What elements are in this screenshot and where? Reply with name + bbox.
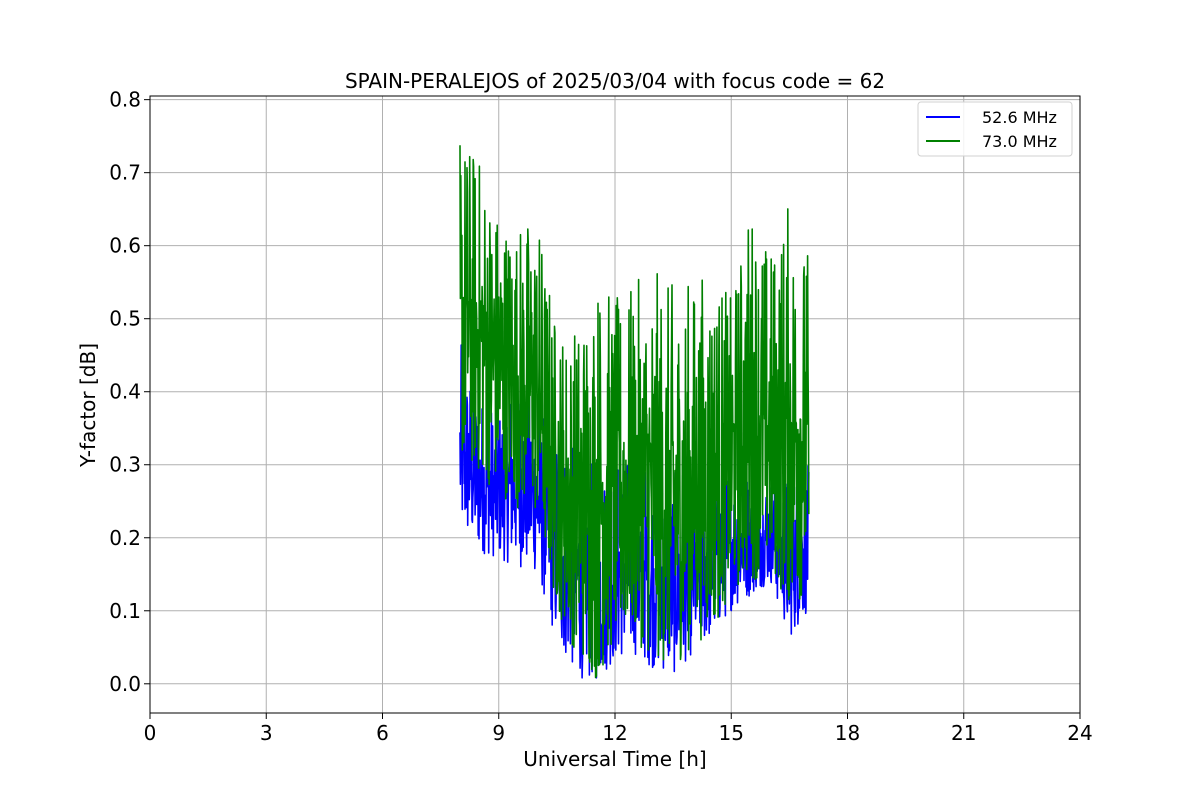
y-tick-label: 0.0 — [109, 672, 141, 696]
y-tick-label: 0.1 — [109, 599, 141, 623]
x-tick-label: 18 — [835, 721, 860, 745]
y-tick-label: 0.2 — [109, 526, 141, 550]
chart-title: SPAIN-PERALEJOS of 2025/03/04 with focus… — [345, 69, 885, 93]
y-tick-label: 0.7 — [109, 161, 141, 185]
x-tick-label: 15 — [719, 721, 744, 745]
x-tick-label: 24 — [1067, 721, 1092, 745]
x-tick-label: 12 — [602, 721, 627, 745]
x-tick-label: 9 — [492, 721, 505, 745]
legend-box — [917, 101, 1073, 157]
y-tick-label: 0.5 — [109, 307, 141, 331]
x-tick-label: 0 — [144, 721, 157, 745]
legend-label-73-0: 73.0 MHz — [982, 132, 1057, 151]
legend-label-52-6: 52.6 MHz — [982, 108, 1057, 127]
series-line-73-0-mhz — [459, 145, 810, 679]
x-tick-label: 21 — [951, 721, 976, 745]
ticks: 0 3 6 9 12 15 18 21 24 0.0 0.1 0.2 0.3 0.4 0.5 0.6 0.7 0.… — [109, 88, 1093, 745]
y-tick-label: 0.3 — [109, 453, 141, 477]
legend: 52.6 MHz 73.0 MHz — [917, 101, 1073, 157]
y-tick-label: 0.8 — [109, 88, 141, 112]
x-axis-label: Universal Time [h] — [523, 747, 706, 771]
x-tick-label: 6 — [376, 721, 389, 745]
y-tick-label: 0.6 — [109, 234, 141, 258]
y-tick-label: 0.4 — [109, 380, 141, 404]
series-layer — [459, 145, 810, 679]
y-axis-label: Y-factor [dB] — [76, 343, 100, 468]
x-tick-label: 3 — [260, 721, 273, 745]
